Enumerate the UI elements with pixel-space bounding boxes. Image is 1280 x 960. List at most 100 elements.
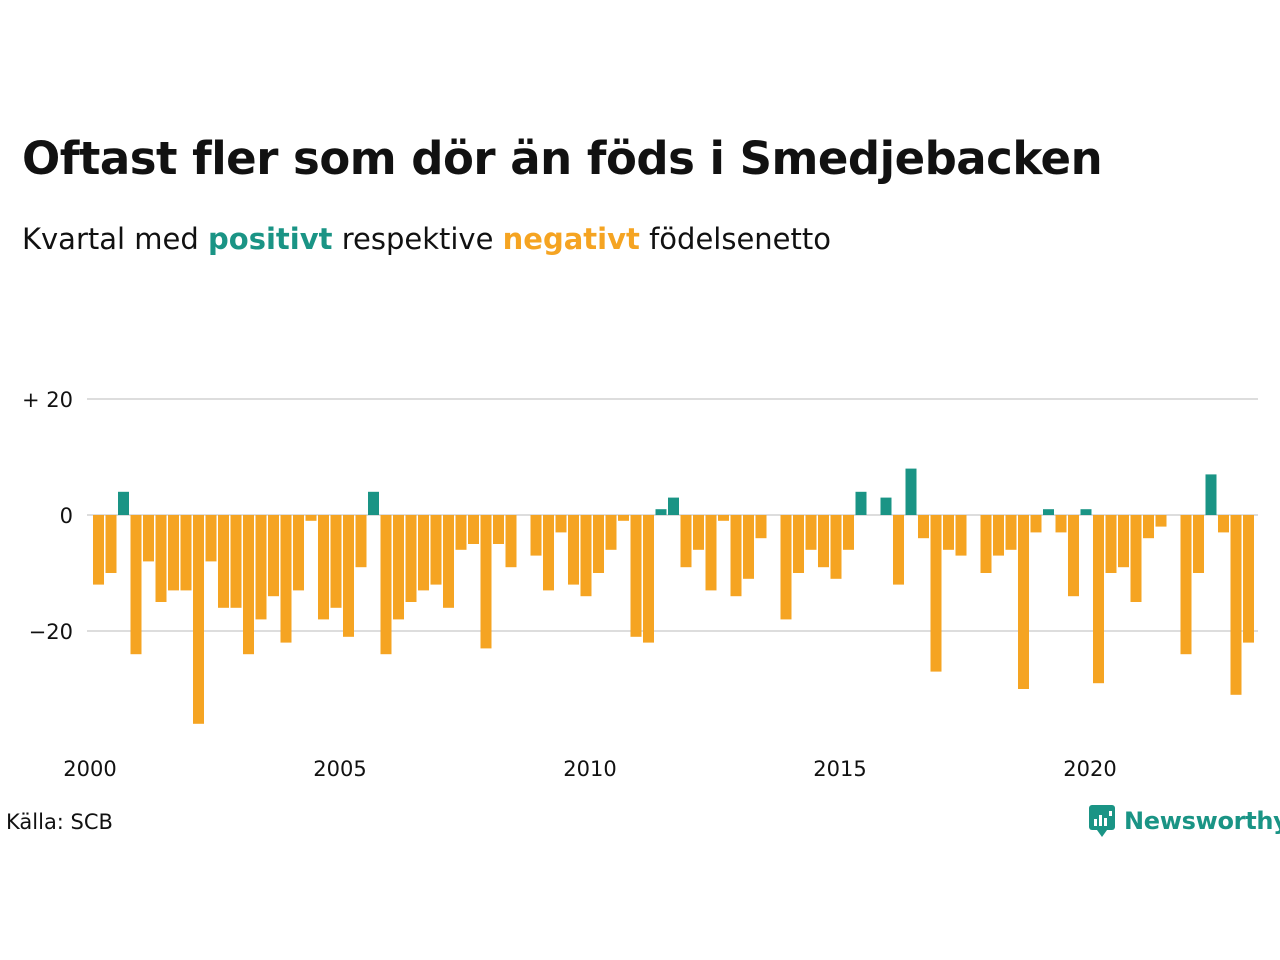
bar-negative <box>505 515 517 568</box>
bar-negative <box>468 515 479 544</box>
axis-labels: + 20 0 −20 2000 2005 2010 2015 2020 <box>22 388 1117 781</box>
bar-negative <box>493 515 504 544</box>
bar-negative <box>1068 515 1079 597</box>
bar-negative <box>1093 515 1104 684</box>
bar-negative <box>580 515 592 597</box>
bar-negative <box>268 515 279 597</box>
bar-negative <box>218 515 229 608</box>
bar-negative <box>280 515 292 643</box>
bar-negative <box>1143 515 1154 539</box>
subtitle-negative-word: negativt <box>502 222 640 256</box>
bar-negative <box>743 515 754 579</box>
newsworthy-logo: Newsworthy <box>1088 804 1280 838</box>
bar-negative <box>393 515 404 620</box>
y-tick-label: 0 <box>60 504 73 528</box>
bar-positive <box>368 491 379 515</box>
bar-negative <box>1155 515 1167 527</box>
bar-negative <box>630 515 642 637</box>
bar-negative <box>1180 515 1192 655</box>
bar-negative <box>643 515 654 643</box>
bar-negative <box>1018 515 1029 689</box>
bar-negative <box>543 515 554 591</box>
bar-negative <box>405 515 417 602</box>
bar-negative <box>980 515 992 573</box>
bar-negative <box>1055 515 1067 533</box>
bar-negative <box>205 515 217 562</box>
bar-negative <box>755 515 767 539</box>
bar-negative <box>143 515 154 562</box>
bar-negative <box>343 515 354 637</box>
bar-positive <box>118 491 129 515</box>
bar-negative <box>893 515 904 585</box>
bar-negative <box>568 515 579 585</box>
bar-negative <box>818 515 829 568</box>
bar-negative <box>1243 515 1254 643</box>
bar-negative <box>480 515 492 649</box>
bar-positive <box>855 491 867 515</box>
bar-negative <box>1118 515 1129 568</box>
bar-negative <box>830 515 842 579</box>
bar-chart: + 20 0 −20 2000 2005 2010 2015 2020 <box>22 388 1258 781</box>
bar-negative <box>680 515 692 568</box>
bar-negative <box>1130 515 1142 602</box>
bar-negative <box>293 515 304 591</box>
bar-negative <box>1218 515 1229 533</box>
x-tick-label: 2010 <box>563 757 616 781</box>
bar-negative <box>805 515 817 550</box>
bar-positive <box>1043 509 1054 515</box>
y-tick-label: −20 <box>29 620 73 644</box>
bar-negative <box>305 515 317 521</box>
source-note: Källa: SCB <box>6 810 113 834</box>
bar-negative <box>130 515 142 655</box>
bar-negative <box>593 515 604 573</box>
bar-negative <box>380 515 392 655</box>
bar-negative <box>230 515 242 608</box>
bar-negative <box>318 515 329 620</box>
bar-negative <box>105 515 117 573</box>
bar-negative <box>793 515 804 573</box>
y-tick-label: + 20 <box>22 388 73 412</box>
bar-negative <box>605 515 617 550</box>
bar-positive <box>655 509 667 515</box>
bar-negative <box>930 515 942 672</box>
bar-negative <box>955 515 967 556</box>
bar-negative <box>193 515 204 724</box>
bar-negative <box>843 515 854 550</box>
bar-negative <box>993 515 1004 556</box>
chart-title: Oftast fler som dör än föds i Smedjeback… <box>22 132 1103 185</box>
bar-negative <box>455 515 467 550</box>
bar-positive <box>880 497 892 515</box>
bar-negative <box>168 515 179 591</box>
bar-positive <box>668 497 679 515</box>
bar-negative <box>730 515 742 597</box>
bar-negative <box>780 515 792 620</box>
newsworthy-logo-icon <box>1089 805 1115 837</box>
bar-negative <box>1230 515 1242 695</box>
bar-negative <box>693 515 704 550</box>
bar-negative <box>918 515 929 539</box>
bar-negative <box>243 515 254 655</box>
bar-negative <box>943 515 954 550</box>
bar-negative <box>618 515 629 521</box>
bar-negative <box>180 515 192 591</box>
x-tick-label: 2000 <box>63 757 116 781</box>
bar-positive <box>905 468 917 515</box>
bar-negative <box>430 515 442 585</box>
subtitle-middle: respektive <box>332 222 503 256</box>
bar-negative <box>443 515 454 608</box>
bar-negative <box>705 515 717 591</box>
bar-negative <box>555 515 567 533</box>
bar-negative <box>1193 515 1204 573</box>
bar-negative <box>418 515 429 591</box>
bar-negative <box>255 515 267 620</box>
bar-positive <box>1205 474 1217 515</box>
bar-negative <box>1105 515 1117 573</box>
bar-positive <box>1080 509 1092 515</box>
x-tick-label: 2020 <box>1063 757 1116 781</box>
subtitle-positive-word: positivt <box>208 222 333 256</box>
bar-negative <box>530 515 542 556</box>
bar-negative <box>155 515 167 602</box>
bar-negative <box>1005 515 1017 550</box>
subtitle-prefix: Kvartal med <box>22 222 209 256</box>
x-tick-label: 2015 <box>813 757 866 781</box>
